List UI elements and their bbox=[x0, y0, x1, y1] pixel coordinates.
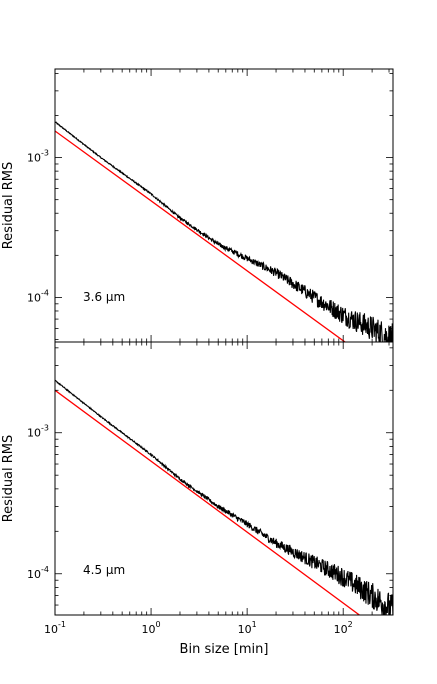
series-line-1 bbox=[55, 130, 347, 342]
x-tick-label: 10-1 bbox=[44, 620, 66, 636]
x-axis-label: Bin size [min] bbox=[180, 642, 269, 657]
plot-frame bbox=[54, 341, 394, 616]
y-axis-label: Residual RMS bbox=[1, 435, 16, 523]
panel-label: 3.6 μm bbox=[83, 290, 125, 304]
panel-4.5-micron: 10-3 10-4 10-1 100 101 102 Residual RMS Bin siz… bbox=[1, 341, 394, 657]
x-tick-label: 101 bbox=[238, 620, 257, 636]
y-tick-label: 10-4 bbox=[27, 288, 49, 304]
x-tick-label: 100 bbox=[142, 620, 161, 636]
series-line-0 bbox=[55, 379, 393, 615]
y-tick-label: 10-3 bbox=[27, 149, 49, 165]
y-axis-label: Residual RMS bbox=[1, 162, 16, 250]
series-line-0 bbox=[55, 121, 393, 342]
y-tick-label: 10-3 bbox=[27, 424, 49, 440]
series-line-1 bbox=[55, 389, 361, 615]
panel-label: 4.5 μm bbox=[83, 563, 125, 577]
y-tick-label: 10-4 bbox=[27, 565, 49, 581]
panel-3.6-micron: 10-3 10-4 Residual RMS 3.6 μm bbox=[1, 68, 394, 343]
x-tick-label: 102 bbox=[334, 620, 353, 636]
